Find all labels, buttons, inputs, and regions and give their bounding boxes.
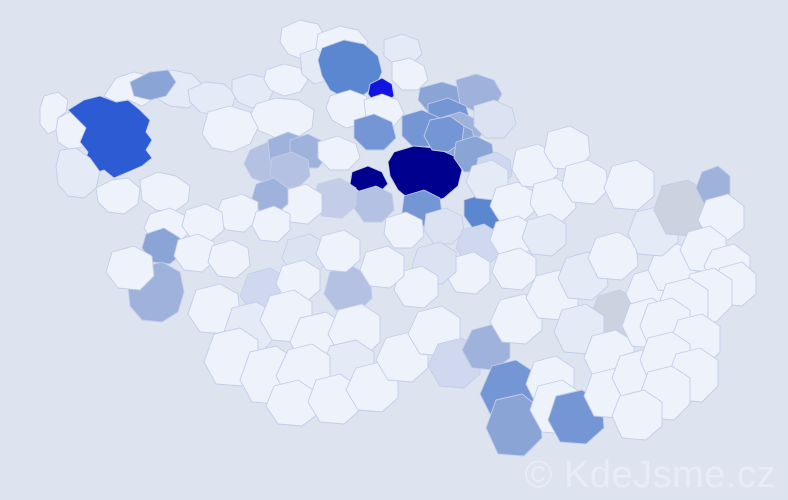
district-tachov-south[interactable] xyxy=(95,177,141,215)
district-teplite[interactable] xyxy=(263,63,309,97)
district-jh-south[interactable] xyxy=(265,379,319,427)
district-svitavy-b[interactable] xyxy=(561,159,609,205)
district-kladno-b[interactable] xyxy=(269,151,311,189)
district-praha-vychod[interactable] xyxy=(353,113,397,151)
district-klatovy-sw[interactable] xyxy=(105,245,155,291)
district-klatovy-b[interactable] xyxy=(173,233,217,273)
district-beroun-b[interactable] xyxy=(353,185,395,223)
district-jh-south-b[interactable] xyxy=(307,373,361,425)
district-litomerice[interactable] xyxy=(249,97,315,139)
district-zdar[interactable] xyxy=(521,213,567,257)
district-sumperk[interactable] xyxy=(603,159,655,211)
district-pelhrimov-b[interactable] xyxy=(393,265,439,309)
district-tabor[interactable] xyxy=(323,265,373,313)
district-jablonec[interactable] xyxy=(383,33,423,67)
district-rychnov[interactable] xyxy=(473,99,517,139)
district-tabor-b[interactable] xyxy=(359,245,405,289)
district-rokycany[interactable] xyxy=(251,205,291,243)
district-uherske-hradiste-b[interactable] xyxy=(611,389,663,441)
district-zdar-b[interactable] xyxy=(491,247,537,291)
district-domazlice-b[interactable] xyxy=(181,203,225,243)
district-benesov[interactable] xyxy=(423,207,465,245)
district-semily[interactable] xyxy=(391,57,429,91)
district-znojmo-b[interactable] xyxy=(485,393,543,457)
district-klatovy-c[interactable] xyxy=(207,239,251,279)
district-layer[interactable] xyxy=(39,19,757,457)
district-tachov[interactable] xyxy=(55,147,101,199)
district-praha-zapad-n[interactable] xyxy=(317,135,361,171)
district-plzen-sever[interactable] xyxy=(139,171,191,213)
district-karlovy-vary-north[interactable] xyxy=(129,69,177,101)
district-louny[interactable] xyxy=(201,105,259,153)
district-pisek-b[interactable] xyxy=(315,229,361,273)
district-blansko-b[interactable] xyxy=(587,231,639,281)
district-benesov-b[interactable] xyxy=(383,211,425,249)
